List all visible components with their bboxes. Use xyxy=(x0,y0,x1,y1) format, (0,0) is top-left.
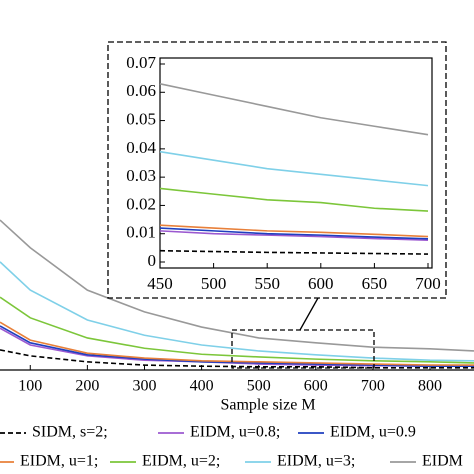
series-line xyxy=(0,321,474,366)
x-tick-label: 450 xyxy=(147,274,173,293)
x-axis-label: Sample size M xyxy=(220,397,315,414)
x-tick-label: 500 xyxy=(247,378,271,395)
y-tick-label: 0.05 xyxy=(126,109,156,128)
x-tick-label: 400 xyxy=(190,378,214,395)
y-tick-label: 0.03 xyxy=(126,166,156,185)
legend-label: EIDM, u=1; xyxy=(20,453,98,470)
series-line xyxy=(159,83,429,136)
legend-label: EIDM, u=0.9 xyxy=(330,424,416,441)
inset-plot: 450 500 550 600 650 700 0 0.01 0.02 0.03 0.04 0.05 0… xyxy=(126,53,441,293)
x-tick-label: 300 xyxy=(132,378,156,395)
x-tick-label: 800 xyxy=(418,378,442,395)
y-tick-label: 0.06 xyxy=(126,81,156,100)
series-line xyxy=(159,224,429,238)
legend-label: EIDM xyxy=(422,453,463,470)
x-tick-label: 700 xyxy=(361,378,385,395)
series-line xyxy=(159,187,429,212)
series-line xyxy=(0,296,474,364)
series-line xyxy=(0,325,474,367)
x-tick-label: 550 xyxy=(254,274,280,293)
main-plot: 100200300400500600700800900 xyxy=(0,219,474,395)
series-line xyxy=(0,219,474,352)
series-line xyxy=(0,261,474,362)
y-tick-label: 0.07 xyxy=(126,53,156,72)
x-tick-label: 200 xyxy=(75,378,99,395)
x-tick-label: 600 xyxy=(308,274,334,293)
zoom-connector xyxy=(299,297,319,331)
series-line xyxy=(0,349,474,369)
series-line xyxy=(159,230,429,242)
legend-label: EIDM, u=2; xyxy=(142,453,220,470)
y-tick-label: 0.04 xyxy=(126,138,156,157)
y-tick-label: 0.01 xyxy=(126,223,156,242)
series-line xyxy=(159,249,429,255)
x-tick-label: 600 xyxy=(304,378,328,395)
x-tick-label: 500 xyxy=(201,274,227,293)
x-tick-label: 700 xyxy=(415,274,441,293)
legend-label: EIDM, u=3; xyxy=(277,453,355,470)
series-line xyxy=(159,150,429,187)
y-tick-label: 0 xyxy=(148,251,157,270)
zoom-region xyxy=(231,329,375,369)
x-tick-label: 650 xyxy=(362,274,388,293)
legend-label: EIDM, u=0.8; xyxy=(190,424,280,441)
legend: SIDM, s=2; EIDM, u=0.8; EIDM, u=0.9 EIDM, u… xyxy=(0,424,463,470)
y-tick-label: 0.02 xyxy=(126,194,156,213)
plot-frame xyxy=(159,57,433,269)
x-tick-label: 100 xyxy=(18,378,42,395)
series-line xyxy=(159,227,429,240)
legend-label: SIDM, s=2; xyxy=(32,424,108,441)
